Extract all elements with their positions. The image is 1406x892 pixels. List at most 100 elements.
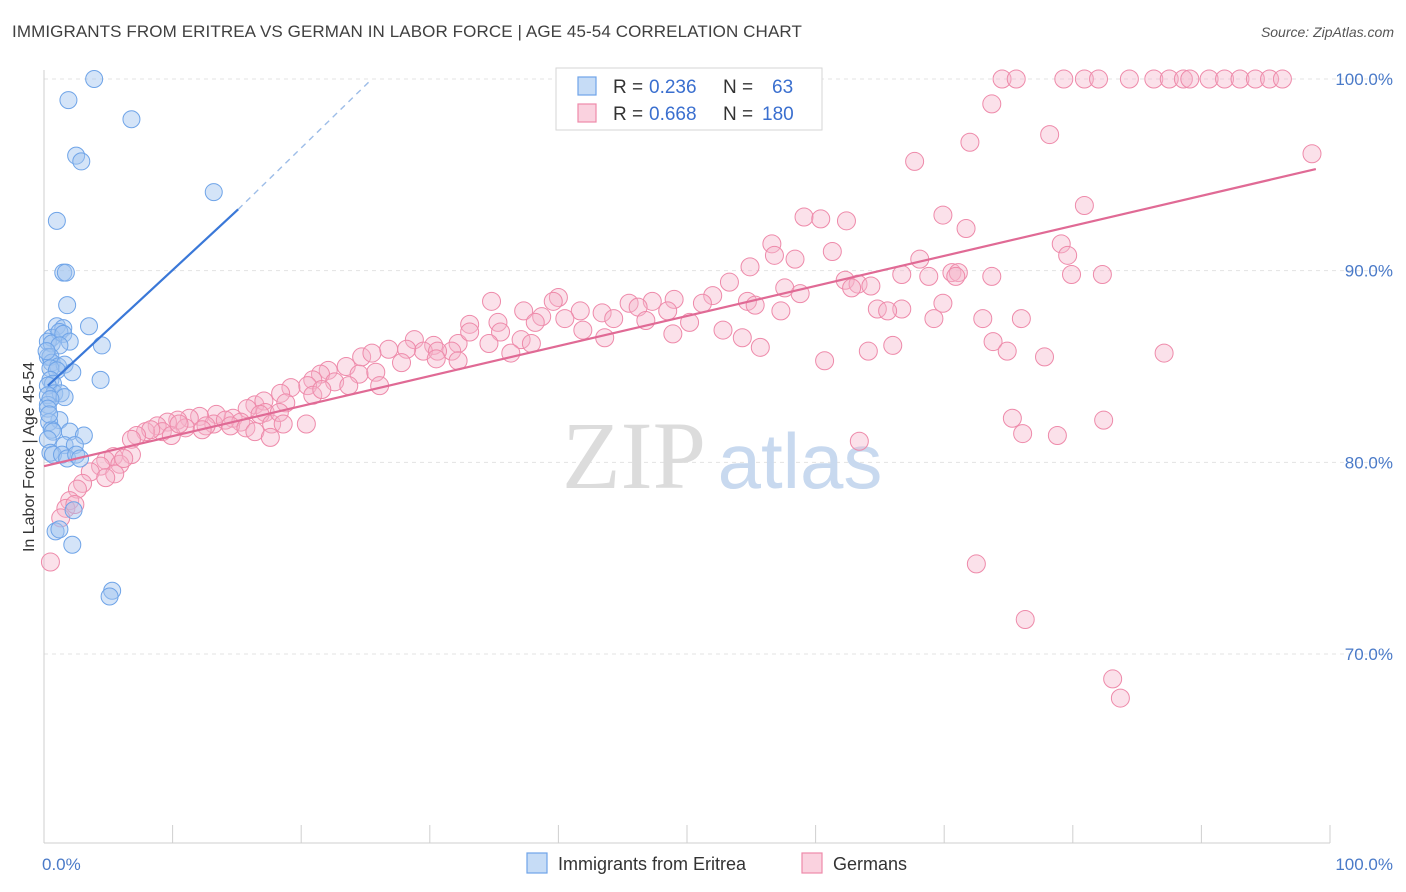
eritrea-point-9: [58, 296, 77, 315]
bottom-legend-label-germans: Germans: [833, 854, 907, 874]
germans-point-104: [750, 337, 770, 357]
y-tick-label-1: 80.0%: [1345, 453, 1393, 472]
germans-point-87: [448, 334, 468, 353]
eritrea-point-55: [64, 501, 83, 520]
germans-point-2: [1054, 69, 1074, 89]
germans-point-159: [273, 414, 293, 434]
x-tick-label-1: 100.0%: [1335, 855, 1393, 874]
germans-point-11: [1215, 69, 1235, 89]
germans-point-23: [836, 211, 856, 231]
germans-point-34: [740, 257, 760, 277]
germans-point-185: [1110, 688, 1130, 708]
legend-box: R = 0.236 N = 63 R = 0.668 N = 180: [555, 67, 823, 131]
legend-r-label-2: R =: [613, 104, 643, 125]
bottom-legend: Immigrants from Eritrea Germans: [526, 852, 907, 874]
germans-point-82: [713, 320, 733, 340]
germans-point-85: [491, 322, 511, 342]
legend-swatch-eritrea: [577, 76, 597, 96]
germans-point-90: [460, 322, 480, 342]
germans-point-176: [40, 552, 60, 572]
germans-point-31: [1058, 245, 1078, 265]
germans-point-60: [570, 301, 590, 321]
eritrea-point-35: [55, 388, 74, 407]
germans-point-119: [339, 376, 359, 396]
germans-point-174: [65, 495, 85, 514]
germans-point-19: [1302, 144, 1322, 164]
eritrea-point-28: [63, 363, 82, 382]
germans-point-80: [573, 320, 593, 340]
eritrea-point-8: [56, 263, 75, 282]
eritrea-point-2: [122, 110, 141, 129]
eritrea-trend-line: [47, 208, 239, 387]
eritrea-point-6: [47, 211, 66, 230]
germans-point-13: [1245, 69, 1265, 89]
bottom-legend-swatch-eritrea: [526, 852, 548, 874]
germans-point-59: [592, 303, 612, 323]
eritrea-point-62: [40, 405, 59, 424]
germans-point-169: [96, 468, 116, 488]
germans-point-83: [732, 328, 752, 348]
eritrea-point-49: [41, 443, 60, 462]
legend-r-value-2: 0.668: [649, 104, 697, 125]
eritrea-point-18: [60, 332, 79, 351]
germans-point-71: [878, 301, 898, 321]
germans-point-111: [1154, 343, 1174, 363]
eritrea-point-61: [37, 342, 56, 361]
germans-point-86: [460, 314, 480, 334]
y-tick-label-3: 100.0%: [1335, 70, 1393, 89]
germans-point-99: [428, 341, 448, 361]
legend-r-label-1: R =: [613, 77, 643, 98]
eritrea-point-60: [100, 587, 119, 606]
germans-point-42: [919, 266, 939, 286]
germans-point-124: [271, 383, 291, 403]
germans-point-184: [1103, 669, 1123, 689]
germans-point-57: [658, 301, 678, 321]
germans-point-17: [1040, 125, 1060, 145]
eritrea-point-39: [38, 399, 57, 418]
germans-point-26: [956, 219, 976, 238]
germans-point-181: [1094, 410, 1114, 430]
germans-point-84: [511, 330, 531, 350]
eritrea-point-20: [92, 336, 111, 355]
germans-point-5: [1119, 69, 1139, 89]
germans-point-78: [555, 309, 575, 329]
germans-point-33: [764, 245, 784, 265]
germans-point-29: [785, 249, 805, 269]
axis-layer: [43, 70, 1331, 844]
germans-point-73: [973, 309, 993, 329]
germans-point-35: [942, 263, 962, 283]
germans-point-3: [1074, 69, 1094, 89]
germans-point-8: [1173, 69, 1193, 89]
germans-point-45: [861, 276, 881, 296]
germans-point-91: [479, 334, 499, 353]
germans-point-98: [362, 343, 382, 363]
grid-layer: [44, 78, 1394, 655]
germans-point-58: [548, 288, 568, 307]
eritrea-point-10: [80, 317, 99, 336]
germans-point-81: [663, 324, 683, 344]
eritrea-point-0: [85, 70, 104, 88]
germans-point-171: [67, 479, 87, 499]
germans-point-160: [296, 414, 316, 434]
germans-point-20: [905, 151, 925, 171]
germans-point-49: [719, 272, 739, 292]
germans-point-10: [1199, 69, 1219, 89]
eritrea-point-4: [72, 152, 91, 171]
legend-n-value-1: 63: [772, 77, 793, 98]
germans-point-54: [642, 291, 662, 311]
germans-point-92: [442, 341, 462, 361]
germans-point-122: [298, 376, 318, 396]
germans-point-27: [762, 234, 782, 254]
legend-swatch-germans: [577, 103, 597, 123]
germans-point-61: [543, 291, 563, 311]
germans-point-18: [960, 132, 980, 152]
germans-point-75: [482, 291, 502, 311]
germans-point-164: [110, 454, 130, 474]
germans-point-72: [924, 309, 944, 329]
germans-point-165: [114, 449, 134, 468]
germans-point-16: [982, 94, 1002, 114]
germans-point-1: [1006, 69, 1026, 89]
germans-point-38: [946, 266, 966, 286]
germans-point-6: [1144, 69, 1164, 89]
chart-source: Source: ZipAtlas.com: [1260, 24, 1394, 40]
